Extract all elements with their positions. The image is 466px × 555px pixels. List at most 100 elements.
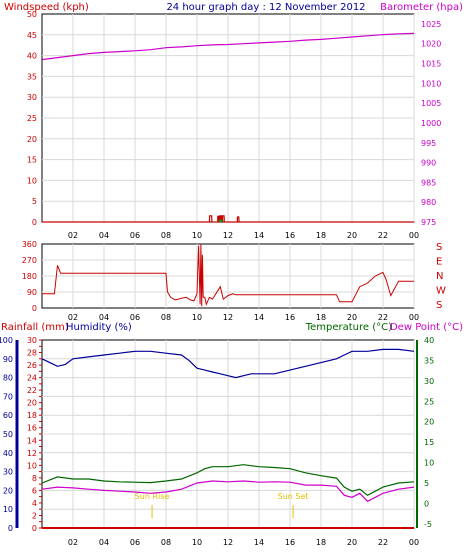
p3-x-tick-label: 12 [223, 538, 233, 547]
p1-x-tick-label: 08 [161, 231, 171, 240]
p3-x-tick-label: 02 [68, 538, 78, 547]
barometer-tick-label: 975 [421, 218, 436, 227]
humidity-tick-label: 10 [3, 505, 13, 514]
sun-marker-label: Sun Rise [135, 492, 170, 501]
windspeed-tick-label: 5 [32, 197, 37, 206]
humidity-tick-label: 60 [3, 411, 13, 420]
p1-x-tick-label: 20 [347, 231, 357, 240]
temperature-tick-label: 30 [424, 377, 434, 386]
temperature-tick-label: 25 [424, 397, 434, 406]
p3-x-tick-label: 04 [99, 538, 109, 547]
p1-x-tick-label: 04 [99, 231, 109, 240]
temperature-tick-label: 5 [424, 479, 429, 488]
p1-x-tick-label: 02 [68, 231, 78, 240]
windspeed-tick-label: 35 [27, 72, 37, 81]
temperature-tick-label: 20 [424, 418, 434, 427]
p2-x-tick-label: 18 [316, 313, 326, 322]
dewpoint-line [41, 480, 415, 503]
windspeed-tick-label: 25 [27, 114, 37, 123]
temperature-tick-label: 10 [424, 459, 434, 468]
dewpoint-axis-title: Dew Point (°C) [390, 322, 463, 333]
wind-direction-line [42, 243, 414, 307]
humidity-tick-label: 80 [3, 374, 13, 383]
chart-title: 24 hour graph day : 12 November 2012 [166, 2, 365, 13]
windspeed-tick-label: 30 [27, 93, 37, 102]
temperature-line [41, 464, 415, 497]
compass-label: W [436, 286, 446, 297]
p2-x-tick-label: 22 [378, 313, 388, 322]
p2-x-tick-label: 10 [192, 313, 202, 322]
windspeed-tick-label: 15 [27, 156, 37, 165]
humidity-tick-label: 70 [3, 392, 13, 401]
temperature-tick-label: 15 [424, 438, 434, 447]
humidity-line [41, 348, 415, 379]
barometer-tick-label: 1025 [421, 20, 441, 29]
p1-x-tick-label: 00 [409, 231, 419, 240]
p2-x-tick-label: 12 [223, 313, 233, 322]
p2-x-tick-label: 08 [161, 313, 171, 322]
p2-x-tick-label: 06 [130, 313, 140, 322]
p1-x-tick-label: 18 [316, 231, 326, 240]
windspeed-tick-label: 45 [27, 31, 37, 40]
p1-x-tick-label: 22 [378, 231, 388, 240]
barometer-line [41, 32, 415, 61]
rainfall-tick-label: 22 [27, 386, 37, 395]
barometer-tick-label: 980 [421, 198, 436, 207]
humidity-tick-label: 20 [3, 486, 13, 495]
rainfall-tick-label: 10 [27, 461, 37, 470]
barometer-tick-label: 1010 [421, 79, 441, 88]
temperature-tick-label: 40 [424, 336, 434, 345]
humidity-axis-title: Humidity (%) [66, 322, 132, 333]
p3-x-tick-label: 00 [409, 538, 419, 547]
direction-tick-label: 180 [22, 272, 37, 281]
windspeed-tick-label: 40 [27, 52, 37, 61]
barometer-tick-label: 1020 [421, 40, 441, 49]
p3-x-tick-label: 20 [347, 538, 357, 547]
rainfall-tick-label: 14 [27, 436, 37, 445]
rainfall-tick-label: 6 [32, 486, 37, 495]
windspeed-tick-label: 0 [32, 218, 37, 227]
wind-barometer-panel: 02 04 06 08 10 12 14 16 18 20 22 000510152025303540… [27, 10, 442, 240]
temperature-tick-label: -5 [424, 520, 432, 529]
direction-tick-label: 90 [27, 288, 37, 297]
barometer-tick-label: 1000 [421, 119, 441, 128]
barometer-tick-label: 990 [421, 159, 436, 168]
barometer-tick-label: 1005 [421, 99, 441, 108]
humidity-tick-label: 50 [3, 430, 13, 439]
direction-tick-label: 360 [22, 240, 37, 249]
compass-label: E [436, 257, 442, 268]
barometer-tick-label: 985 [421, 178, 436, 187]
humidity-tick-label: 90 [3, 355, 13, 364]
compass-label: S [436, 242, 442, 253]
rainfall-tick-label: 28 [27, 349, 37, 358]
sun-marker-label: Sun Set [278, 492, 309, 501]
humidity-tick-label: 100 [0, 336, 13, 345]
rainfall-tick-label: 12 [27, 449, 37, 458]
rainfall-tick-label: 20 [27, 399, 37, 408]
rainfall-tick-label: 30 [27, 336, 37, 345]
rainfall-tick-label: 24 [27, 374, 37, 383]
compass-label: S [436, 300, 442, 311]
windspeed-tick-label: 20 [27, 135, 37, 144]
p2-x-tick-label: 00 [409, 313, 419, 322]
p3-x-tick-label: 06 [130, 538, 140, 547]
gust-marker [217, 215, 224, 222]
windspeed-tick-label: 50 [27, 10, 37, 19]
p3-x-tick-label: 22 [378, 538, 388, 547]
p1-x-tick-label: 12 [223, 231, 233, 240]
p3-x-tick-label: 14 [254, 538, 264, 547]
p2-x-tick-label: 16 [285, 313, 295, 322]
rainfall-tick-label: 26 [27, 361, 37, 370]
p3-x-tick-label: 18 [316, 538, 326, 547]
temperature-tick-label: 0 [424, 499, 429, 508]
p3-x-tick-label: 08 [161, 538, 171, 547]
windspeed-axis-title: Windspeed (kph) [4, 2, 89, 13]
p3-x-tick-label: 10 [192, 538, 202, 547]
temperature-tick-label: 35 [424, 356, 434, 365]
direction-tick-label: 0 [32, 304, 37, 313]
rainfall-axis-title: Rainfall (mm) [1, 322, 69, 333]
rainfall-tick-label: 16 [27, 424, 37, 433]
windspeed-tick-label: 10 [27, 176, 37, 185]
